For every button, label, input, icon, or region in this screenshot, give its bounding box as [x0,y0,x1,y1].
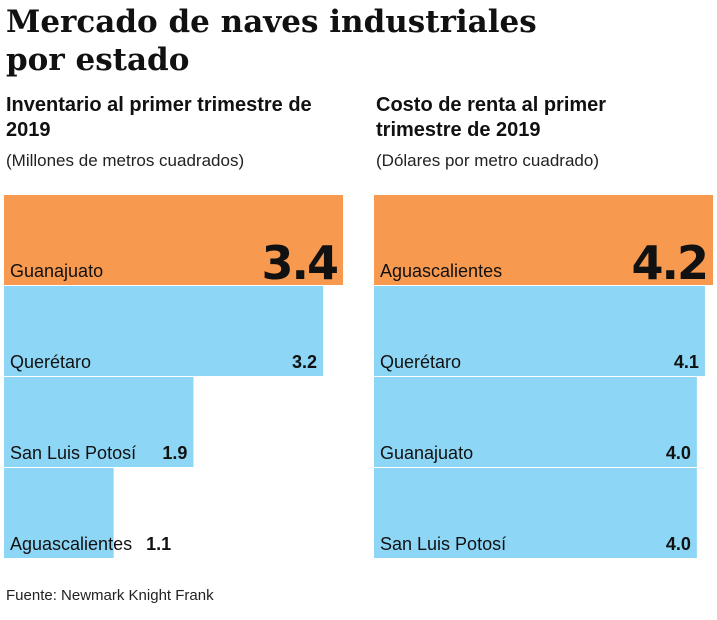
value-label: 3.4 [262,236,338,290]
bar [4,377,194,467]
bar [4,286,324,376]
value-label: 3.2 [292,352,317,372]
category-label: Aguascalientes [10,534,132,554]
chart-title: Costo de renta al primer trimestre de 201… [376,94,606,141]
chart-subtitle: (Millones de metros cuadrados) [6,151,244,170]
category-label: Guanajuato [10,261,103,281]
value-label: 4.1 [674,352,699,372]
bar [4,195,343,285]
category-label: Querétaro [10,352,91,372]
value-label: 4.0 [666,534,691,554]
chart-subtitle: (Dólares por metro cuadrado) [376,151,599,170]
value-label: 4.0 [666,443,691,463]
bar [374,286,705,376]
category-label: Guanajuato [380,443,473,463]
bar [374,195,713,285]
page-title: Mercado de naves industriales por estado [6,4,537,78]
source: Fuente: Newmark Knight Frank [6,587,214,604]
chart-title: Inventario al primer trimestre de 2019 [6,94,312,141]
value-label: 1.1 [146,534,171,554]
category-label: San Luis Potosí [10,443,136,463]
bar [374,377,697,467]
category-label: San Luis Potosí [380,534,506,554]
category-label: Querétaro [380,352,461,372]
value-label: 1.9 [162,443,187,463]
bar [4,468,114,558]
value-label: 4.2 [632,236,708,290]
category-label: Aguascalientes [380,261,502,281]
bar [374,468,697,558]
